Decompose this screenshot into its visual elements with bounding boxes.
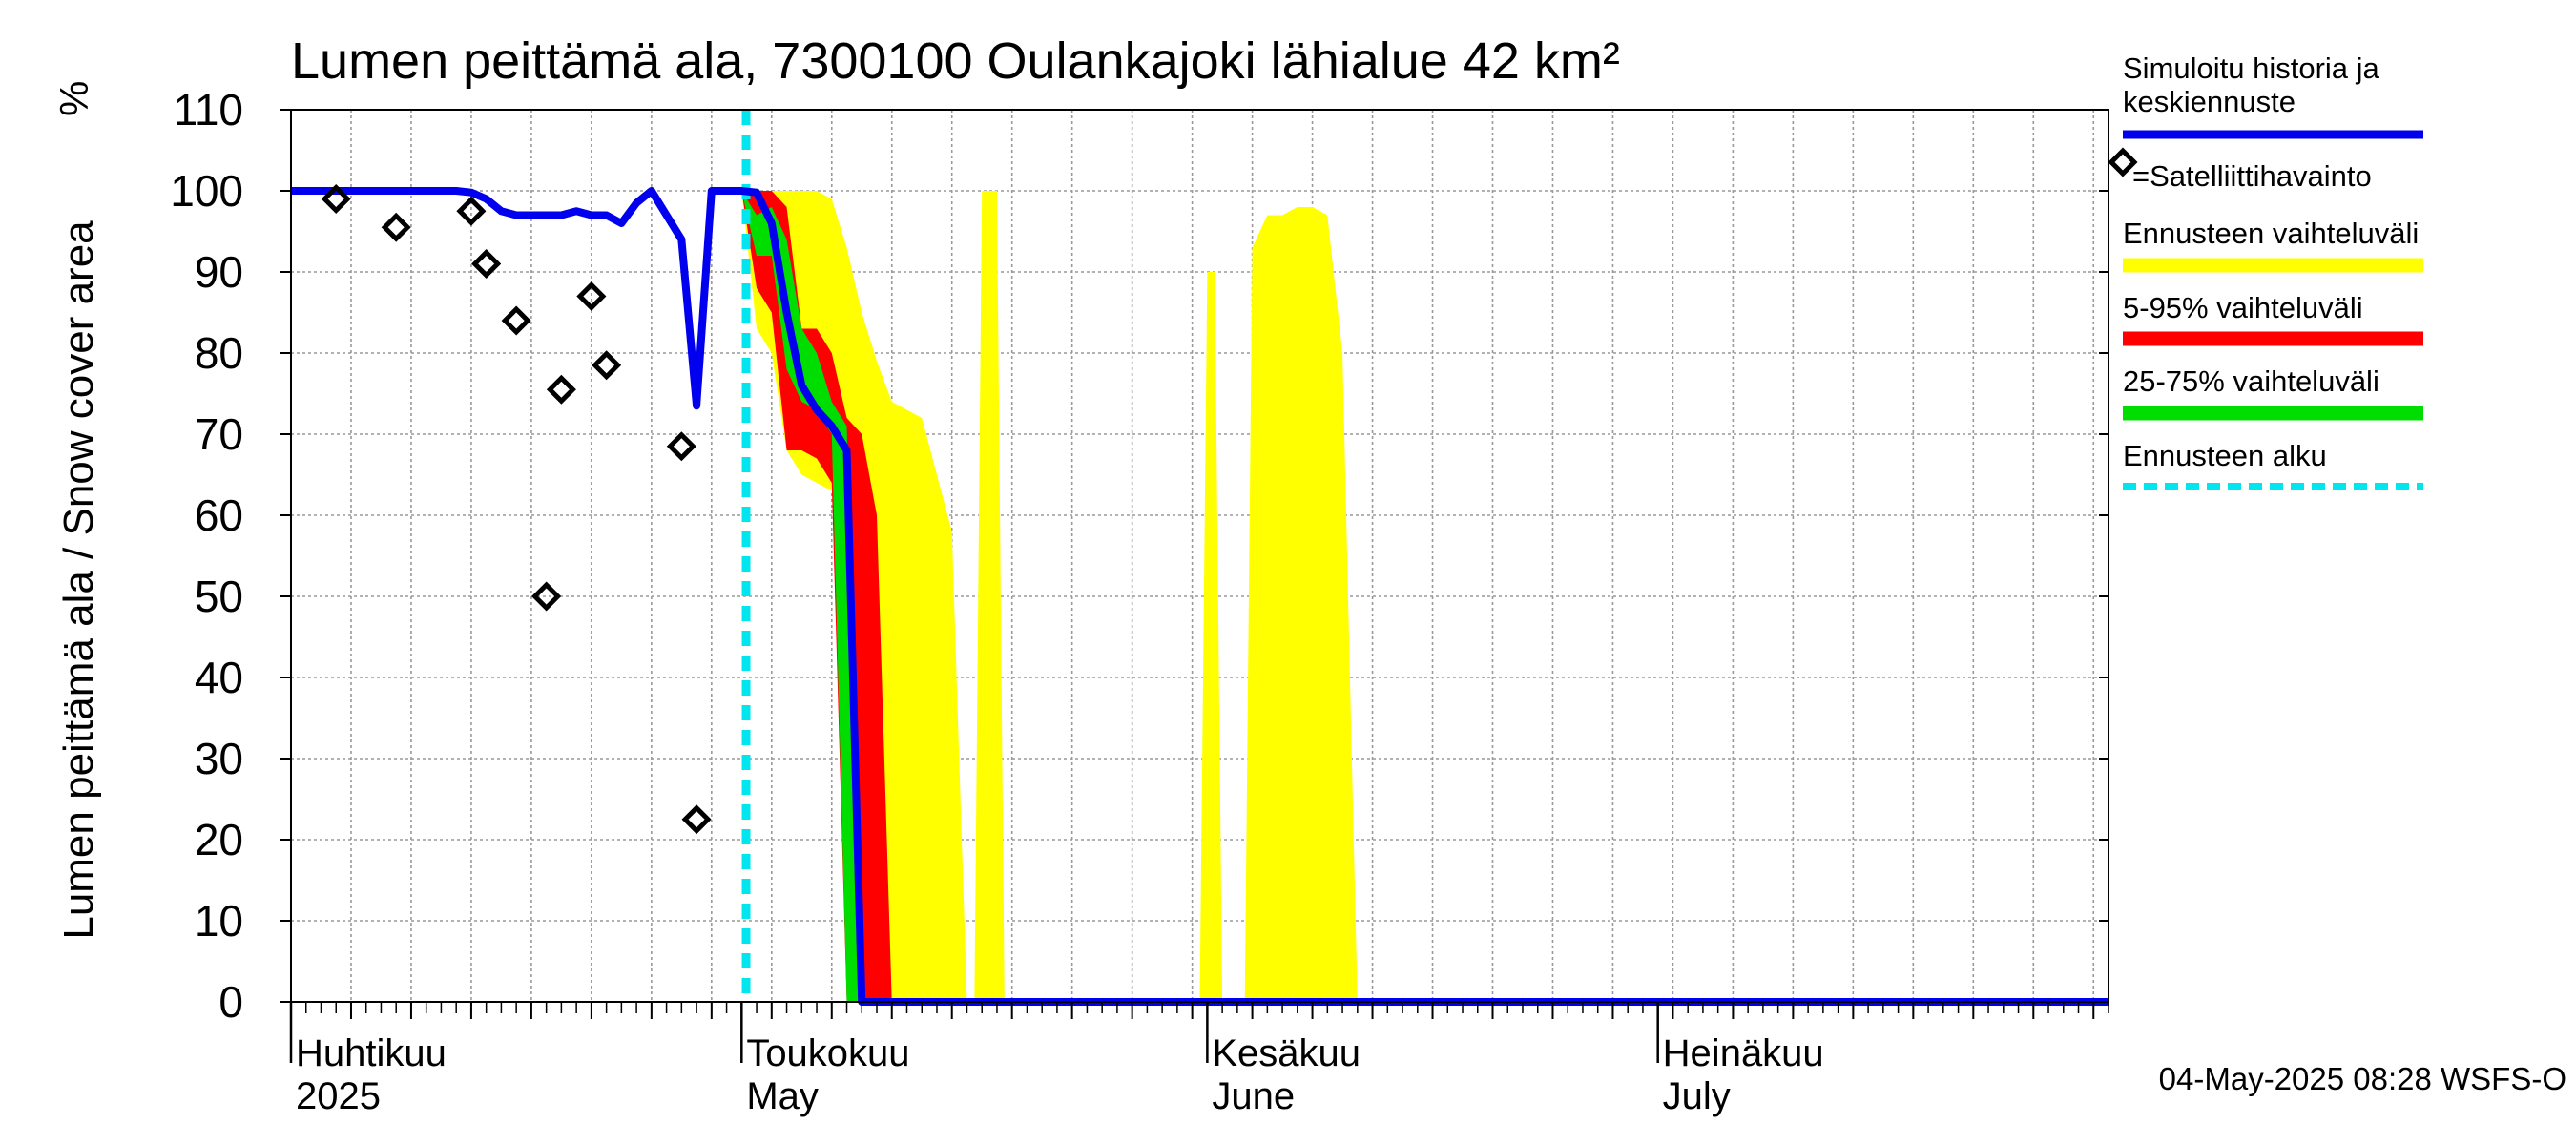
satellite-observation-point — [666, 431, 696, 462]
y-tick-label: 10 — [195, 896, 243, 946]
y-tick-label: 60 — [195, 490, 243, 540]
month-sublabel: June — [1212, 1075, 1295, 1117]
legend-label: Simuloitu historia ja — [2123, 52, 2380, 85]
legend-label: Ennusteen alku — [2123, 439, 2327, 472]
legend-label: 25-75% vaihteluväli — [2123, 364, 2379, 398]
forecast-range-band-extra — [1244, 207, 1373, 1002]
timestamp-footer: 04-May-2025 08:28 WSFS-O — [2159, 1061, 2566, 1096]
satellite-observation-point — [531, 581, 562, 612]
y-tick-label: 110 — [174, 85, 243, 135]
legend-label: keskiennuste — [2123, 85, 2296, 118]
satellite-observation-point — [501, 305, 531, 336]
chart-title: Lumen peittämä ala, 7300100 Oulankajoki … — [291, 32, 1620, 90]
y-tick-label: 30 — [195, 734, 243, 783]
y-tick-label: 0 — [218, 977, 243, 1027]
month-label: Kesäkuu — [1212, 1032, 1361, 1074]
satellite-observation-point — [546, 374, 576, 405]
simulated-history-line — [291, 187, 2109, 1006]
legend-marker-satellite — [2108, 147, 2138, 177]
satellite-observation-point — [471, 248, 502, 280]
month-sublabel: July — [1663, 1075, 1731, 1117]
legend-label: Ennusteen vaihteluväli — [2123, 217, 2419, 250]
plot-background — [291, 110, 2109, 1002]
satellite-observation-point — [456, 196, 487, 226]
legend-label: 5-95% vaihteluväli — [2123, 291, 2363, 324]
month-label: Toukokuu — [746, 1032, 909, 1074]
y-tick-label: 100 — [170, 166, 243, 216]
y-axis-label: Lumen peittämä ala / Snow cover area — [55, 220, 102, 940]
y-tick-label: 70 — [195, 409, 243, 459]
plot-frame — [290, 109, 2109, 1003]
satellite-observation-point — [576, 281, 607, 312]
legend-label: =Satelliittihavainto — [2132, 159, 2372, 193]
y-tick-label: 40 — [195, 653, 243, 702]
satellite-observation-point — [681, 804, 712, 835]
y-tick-label: 50 — [195, 572, 243, 621]
forecast-range-band-extra — [1199, 272, 1230, 1002]
y-tick-label: 20 — [195, 815, 243, 864]
satellite-observation-point — [321, 183, 351, 215]
month-sublabel: 2025 — [296, 1075, 381, 1117]
forecast-range-band-extra — [974, 191, 1005, 1002]
y-tick-label: 80 — [195, 328, 243, 378]
satellite-observation-point — [381, 212, 411, 242]
month-label: Huhtikuu — [296, 1032, 447, 1074]
y-axis-unit: % — [52, 81, 96, 116]
month-label: Heinäkuu — [1663, 1032, 1824, 1074]
p5-95-band — [741, 191, 923, 1002]
y-tick-label: 90 — [195, 247, 243, 297]
month-sublabel: May — [746, 1075, 819, 1117]
satellite-observation-point — [592, 350, 622, 381]
